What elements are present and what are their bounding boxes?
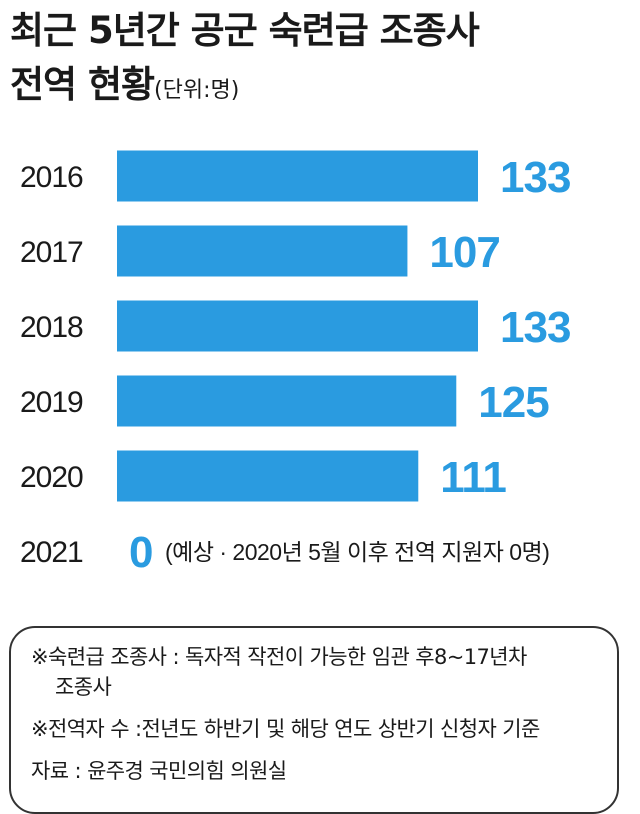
unit-label: (단위:명) [154, 78, 240, 103]
bar-2018 [117, 300, 478, 352]
year-label-2021: 2021 [20, 536, 83, 569]
title-line-2: 전역 현황(단위:명) [10, 58, 630, 118]
value-label-2017: 107 [429, 228, 499, 277]
year-label-2020: 2020 [20, 461, 83, 494]
bar-2016 [117, 150, 478, 202]
chart-title: 최근 5년간 공군 숙련급 조종사 전역 현황(단위:명) [10, 4, 630, 118]
note-definition: ※숙련급 조종사 : 독자적 작전이 가능한 임관 후8~17년차 [31, 645, 527, 669]
value-label-2016: 133 [500, 153, 570, 202]
bar-2020 [117, 450, 419, 502]
note-definition-cont: 조종사 [55, 675, 112, 699]
source-label: 자료 : 윤주경 국민의힘 의원실 [31, 759, 287, 783]
value-label-2021: 0 [129, 528, 152, 577]
bar-2017 [117, 225, 408, 277]
bar-2019 [117, 375, 457, 427]
bar-chart: 2016 133 2017 107 2018 133 2019 125 2020 111 2021 0… [20, 150, 571, 577]
year-label-2016: 2016 [20, 161, 83, 194]
title-line-2-text: 전역 현황 [10, 63, 155, 106]
value-label-2018: 133 [500, 303, 570, 352]
value-label-2020: 111 [440, 453, 506, 502]
year-label-2017: 2017 [20, 236, 83, 269]
annotation-2021: (예상 · 2020년 5월 이후 전역 지원자 0명) [165, 539, 549, 565]
note-count-basis: ※전역자 수 :전년도 하반기 및 해당 연도 상반기 신청자 기준 [31, 717, 540, 741]
value-label-2019: 125 [478, 378, 549, 427]
notes-box: ※숙련급 조종사 : 독자적 작전이 가능한 임관 후8~17년차 조종사 ※전… [9, 626, 619, 814]
title-line-1: 최근 5년간 공군 숙련급 조종사 [10, 9, 480, 52]
year-label-2019: 2019 [20, 386, 83, 419]
year-label-2018: 2018 [20, 311, 83, 344]
